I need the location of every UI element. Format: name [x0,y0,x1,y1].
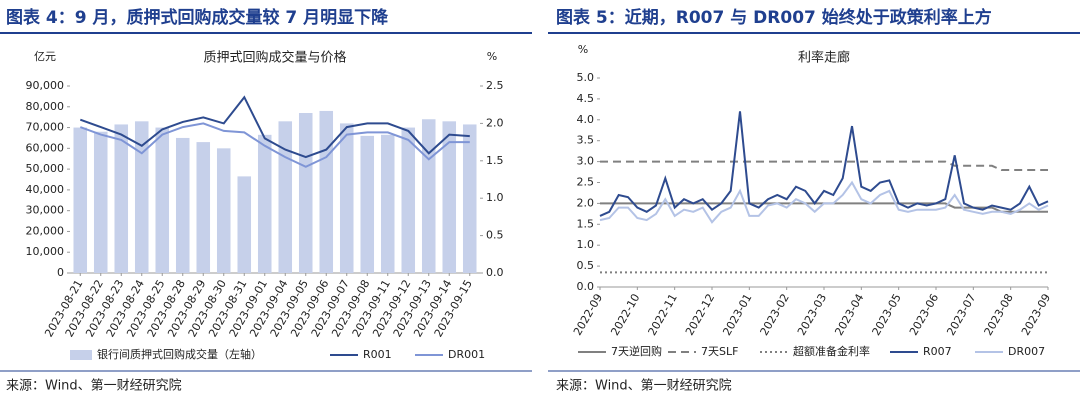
source: 来源：Wind、第一财经研究院 [556,379,732,394]
bar [93,131,108,273]
y-tick-label: 30,000 [26,204,65,217]
series-line [600,160,1048,171]
legend-label: 7天逆回购 [611,344,662,358]
chart-title: 利率走廊 [798,50,850,66]
y-unit: 亿元 [34,50,56,63]
bar [155,127,170,273]
y-tick-label: 80,000 [26,100,65,113]
y-unit: % [578,43,588,56]
chart-title: 质押式回购成交量与价格 [203,50,346,66]
bar [360,135,375,273]
y-tick-label: 1.5 [577,217,595,230]
bar [114,124,129,273]
x-tick-label: 2023-05 [870,292,904,338]
series-line [79,95,470,159]
x-tick-label: 2022-11 [646,292,680,338]
bar [134,121,149,273]
y-tick-label: 3.0 [577,155,595,168]
legend-swatch [70,350,92,360]
x-tick-label: 2022-12 [683,292,717,338]
figure-caption: 图表 4：9 月，质押式回购成交量较 7 月明显下降 [6,7,389,28]
y2-tick-label: 0.5 [486,229,504,242]
y-tick-label: 50,000 [26,162,65,175]
bar [319,110,334,273]
y2-tick-label: 1.5 [486,154,504,167]
x-tick-label: 2023-08 [982,292,1016,338]
x-tick-label: 2022-10 [608,292,642,338]
x-tick-label: 2022-09 [571,292,605,338]
x-tick-label: 2023-01 [720,292,754,338]
source: 来源：Wind、第一财经研究院 [6,379,182,394]
bar [339,123,354,274]
y-tick-label: 2.5 [577,176,595,189]
y2-tick-label: 0.0 [486,266,504,279]
x-tick-label: 2023-04 [832,292,866,338]
y2-tick-label: 1.0 [486,191,504,204]
y-tick-label: 5.0 [577,71,595,84]
bar [278,121,293,273]
bar [196,142,211,273]
y-tick-label: 1.0 [577,238,595,251]
y-tick-label: 10,000 [26,245,65,258]
bar [257,134,272,273]
bar [73,127,88,273]
legend-label: R001 [363,348,392,361]
y-tick-label: 0.5 [577,259,595,272]
x-tick-label: 2023-02 [758,292,792,338]
series-line [599,111,1049,217]
legend-label: DR001 [448,348,485,361]
legend-label: 超额准备金利率 [793,344,870,358]
bar [216,148,231,273]
bar [380,134,395,273]
bar [237,176,252,273]
bar [462,124,477,273]
bar [175,137,190,273]
y-tick-label: 20,000 [26,224,65,237]
x-tick-label: 2023-03 [795,292,829,338]
y-tick-label: 0 [57,266,64,279]
legend-label: DR007 [1008,345,1045,358]
y-tick-label: 4.5 [577,92,595,105]
y2-tick-label: 2.0 [486,116,504,129]
y-tick-label: 4.0 [577,113,595,126]
bar [421,119,436,273]
y-tick-label: 90,000 [26,79,65,92]
legend-label: 7天SLF [701,345,738,358]
legend-label: 银行间质押式回购成交量（左轴） [97,347,262,361]
y2-unit: % [487,50,497,63]
y2-tick-label: 2.5 [486,79,504,92]
bar [298,113,313,273]
legend-label: R007 [923,345,952,358]
series-line [599,180,1049,224]
y-tick-label: 70,000 [26,121,65,134]
y-tick-label: 3.5 [577,134,595,147]
x-tick-label: 2023-06 [907,292,941,338]
x-tick-label: 2023-09 [1019,292,1053,338]
y-tick-label: 2.0 [577,196,595,209]
y-tick-label: 40,000 [26,183,65,196]
bar [401,127,416,273]
bar [442,121,457,273]
y-tick-label: 0.0 [577,280,595,293]
figure-caption: 图表 5：近期，R007 与 DR007 始终处于政策利率上方 [556,7,992,28]
x-tick-label: 2023-07 [944,292,978,338]
y-tick-label: 60,000 [26,141,65,154]
series-line [79,122,470,168]
